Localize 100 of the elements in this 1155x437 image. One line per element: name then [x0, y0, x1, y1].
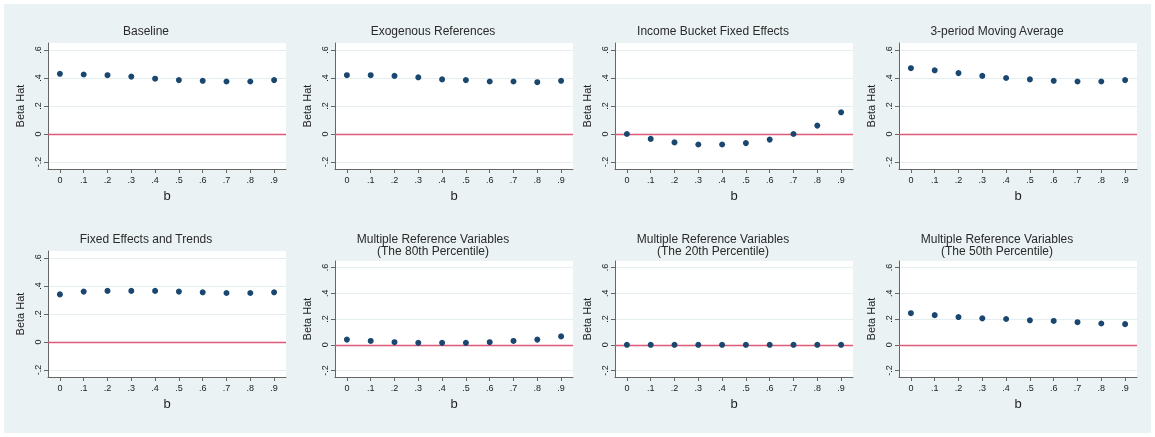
chart-title: Income Bucket Fixed Effects: [637, 24, 789, 38]
y-tick-label: .4: [32, 74, 43, 82]
x-tick-label: .5: [462, 382, 470, 393]
point: [343, 72, 350, 79]
x-tick-label: .6: [1049, 382, 1058, 393]
x-tick-label: .6: [1049, 174, 1058, 185]
chart-title: Multiple Reference Variables (The 20th Percentile): [636, 232, 790, 258]
x-tick-label: .7: [509, 174, 518, 185]
y-tick-label: 0: [32, 339, 43, 345]
x-tick-label: .5: [175, 174, 183, 185]
x-tick-label: .6: [485, 382, 494, 393]
x-tick-label: 0: [908, 382, 914, 393]
x-tick-label: .6: [198, 174, 207, 185]
point: [955, 70, 962, 77]
y-tick-label: -.2: [32, 364, 43, 376]
x-tick-label: .1: [366, 382, 375, 393]
point: [1074, 78, 1081, 85]
x-tick-label: 0: [624, 382, 630, 393]
x-tick-label: .3: [127, 382, 136, 393]
x-tick-label: .8: [533, 174, 542, 185]
chart-title: Baseline: [122, 24, 170, 38]
y-axis-title: Beta Hat: [864, 84, 877, 128]
x-tick-label: .8: [533, 382, 542, 393]
point: [907, 310, 914, 317]
x-axis-title: b: [730, 188, 738, 203]
point: [647, 135, 654, 142]
point: [558, 333, 565, 340]
x-tick-label: .6: [765, 174, 774, 185]
x-axis-title: b: [1014, 188, 1022, 203]
x-tick-label: .4: [438, 382, 446, 393]
point: [367, 337, 374, 344]
y-tick-label: .6: [319, 46, 330, 54]
y-axis-title: Beta Hat: [580, 84, 593, 128]
x-tick-label: .6: [485, 174, 494, 185]
x-tick-label: .1: [79, 174, 88, 185]
point: [175, 77, 182, 84]
y-tick-label: 0: [319, 342, 330, 348]
x-tick-label: .4: [438, 174, 446, 185]
x-tick-label: .4: [1002, 174, 1010, 185]
y-tick-label: .4: [599, 289, 610, 297]
point: [128, 73, 135, 80]
y-tick-label: 0: [599, 131, 610, 137]
point: [1003, 316, 1010, 322]
x-tick-label: .9: [837, 174, 845, 185]
point: [104, 72, 111, 79]
y-tick-label: .2: [319, 102, 330, 110]
point: [1003, 75, 1010, 81]
y-tick-label: .6: [32, 254, 43, 262]
y-tick-label: -.2: [32, 156, 43, 168]
point: [790, 131, 797, 137]
x-tick-label: .9: [557, 174, 565, 185]
y-tick-label: .2: [319, 315, 330, 323]
x-tick-label: .5: [742, 174, 750, 185]
x-tick-label: .9: [270, 382, 278, 393]
x-tick-label: .7: [789, 174, 798, 185]
x-tick-label: .1: [930, 382, 939, 393]
y-tick-label: 0: [319, 131, 330, 137]
y-tick-label: .6: [883, 46, 894, 54]
x-tick-label: .8: [246, 174, 255, 185]
y-tick-label: .6: [883, 263, 894, 272]
y-tick-label: 0: [599, 342, 610, 348]
y-tick-label: -.2: [599, 365, 610, 376]
x-tick-label: .3: [127, 174, 136, 185]
y-tick-label: .4: [883, 289, 894, 297]
point: [931, 67, 938, 74]
x-tick-label: .8: [813, 382, 822, 393]
x-tick-label: .5: [1026, 174, 1034, 185]
x-tick-label: .8: [813, 174, 822, 185]
point: [1050, 77, 1057, 84]
x-tick-label: 0: [57, 382, 63, 393]
point: [223, 78, 230, 85]
point: [271, 77, 278, 84]
x-axis-title: b: [730, 396, 738, 411]
point: [1026, 76, 1033, 83]
point: [367, 72, 374, 79]
x-tick-label: .5: [175, 382, 183, 393]
chart-title: Multiple Reference Variables (The 80th Percentile): [356, 232, 510, 258]
point: [766, 136, 773, 143]
y-tick-label: .2: [599, 315, 610, 323]
x-tick-label: .2: [954, 382, 963, 393]
x-axis-title: b: [450, 396, 458, 411]
point: [1122, 77, 1129, 84]
x-tick-label: .3: [414, 174, 423, 185]
y-tick-label: .2: [32, 102, 43, 110]
y-tick-label: .6: [599, 263, 610, 272]
x-tick-label: .7: [222, 174, 231, 185]
chart-title: Fixed Effects and Trends: [79, 232, 213, 246]
point: [1122, 321, 1129, 328]
point: [1050, 317, 1057, 324]
point: [439, 76, 446, 83]
point: [343, 336, 350, 343]
y-tick-label: 0: [883, 342, 894, 348]
y-tick-label: 0: [32, 131, 43, 137]
point: [979, 315, 986, 322]
point: [1098, 320, 1105, 327]
x-tick-label: 0: [908, 174, 914, 185]
x-tick-label: .3: [694, 174, 703, 185]
x-tick-label: .2: [670, 174, 679, 185]
point: [558, 77, 565, 84]
y-tick-label: .2: [883, 315, 894, 323]
